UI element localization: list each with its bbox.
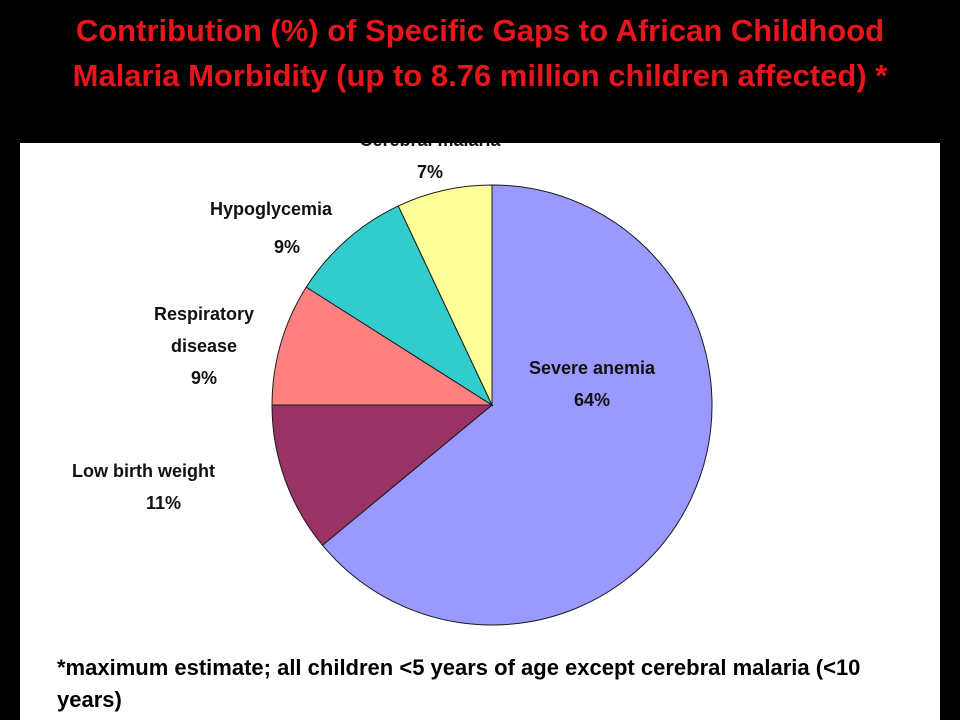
title-band: Contribution (%) of Specific Gaps to Afr… <box>0 0 960 143</box>
pie-slice-hypoglycemia <box>305 205 494 407</box>
slice-label-low-birth-weight: Low birth weight 11% <box>72 455 272 519</box>
slice-label-severe-anemia: Severe anemia 64% <box>500 352 684 416</box>
footnote: *maximum estimate; all children <5 years… <box>57 655 861 712</box>
slice-name-hypoglycemia: Hypoglycemia <box>209 199 333 219</box>
slice-value-respiratory-disease: 9% <box>190 368 217 388</box>
chart-title: Contribution (%) of Specific Gaps to Afr… <box>72 13 888 93</box>
slice-label-respiratory-disease: Respiratory disease 9% <box>120 298 288 394</box>
slice-value-low-birth-weight: 11% <box>146 493 182 513</box>
left-frame <box>0 0 20 720</box>
slice-value-severe-anemia: 64% <box>573 390 611 410</box>
pie-slice-severe-anemia <box>321 184 713 626</box>
right-frame <box>940 0 960 720</box>
pie-slice-low-birth-weight <box>271 404 494 546</box>
slice-value-cerebral-malaria: 7% <box>416 162 443 182</box>
slice-name-severe-anemia: Severe anemia <box>528 358 656 378</box>
slice-name-low-birth-weight: Low birth weight <box>72 461 215 481</box>
pie-slice-respiratory-disease <box>271 286 494 406</box>
pie-slice-cerebral-malaria <box>397 184 493 406</box>
slice-label-hypoglycemia: Hypoglycemia 9% <box>186 190 356 266</box>
slice-name-respiratory-disease: Respiratory disease <box>153 304 255 356</box>
slice-value-hypoglycemia: 9% <box>274 237 301 257</box>
